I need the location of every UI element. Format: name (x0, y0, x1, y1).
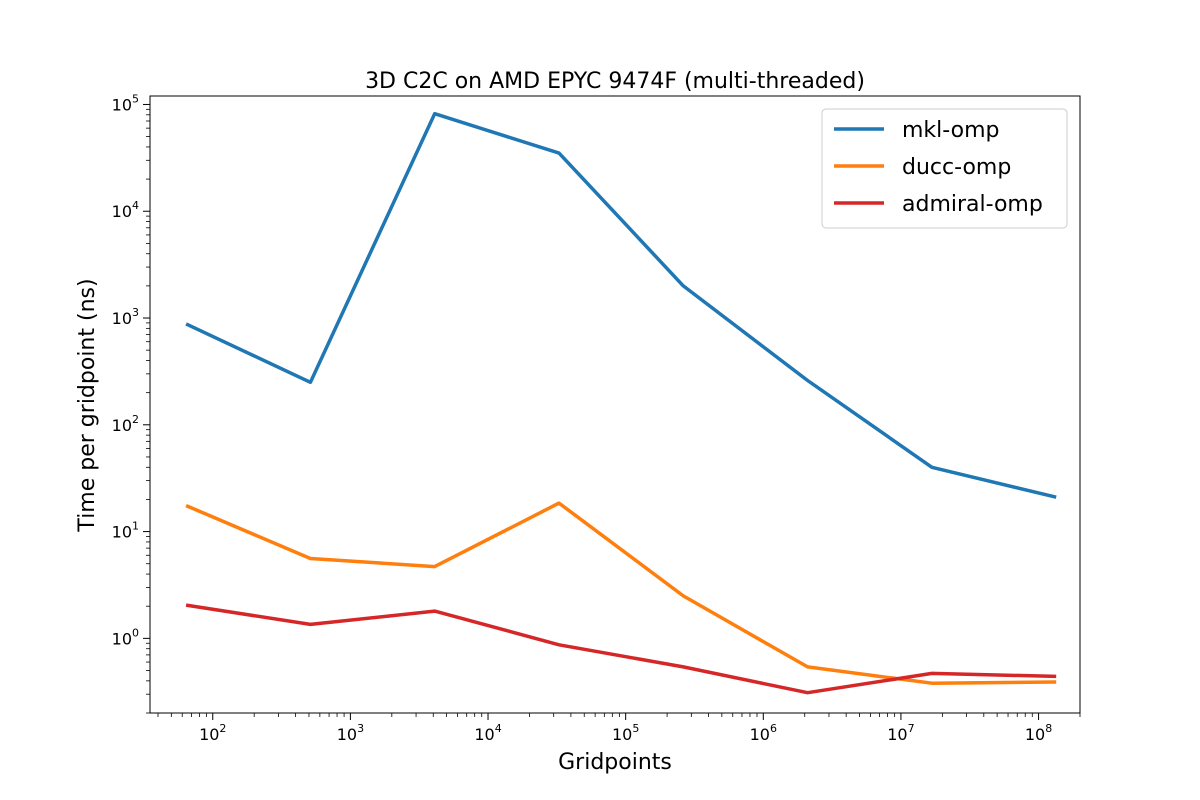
y-axis-label: Time per gridpoint (ns) (75, 278, 100, 532)
x-tick-label: 106 (750, 722, 777, 744)
y-tick-label: 103 (112, 306, 139, 328)
x-tick-label: 105 (612, 722, 639, 744)
x-tick-label: 102 (199, 722, 226, 744)
y-tick-label: 105 (112, 92, 139, 114)
x-tick-label: 108 (1025, 722, 1052, 744)
x-tick-label: 104 (474, 722, 501, 744)
axis-ticks: 102 103 104 105 106 107 108 100 101 102 103 104 105 (112, 92, 1081, 744)
x-axis-label: Gridpoints (558, 750, 672, 775)
y-tick-label: 104 (112, 199, 139, 221)
plot-frame (149, 95, 1081, 714)
series-lines (185, 111, 1057, 695)
series-line-admiral-omp (185, 603, 1057, 695)
y-tick-label: 100 (112, 626, 139, 648)
y-tick-label: 102 (112, 413, 139, 435)
legend-box (821, 108, 1068, 229)
legend-label-admiral-omp: admiral-omp (902, 192, 1043, 217)
series-line-ducc-omp (185, 501, 1057, 685)
y-tick-label: 101 (112, 520, 139, 542)
legend-label-mkl-omp: mkl-omp (902, 118, 1000, 143)
chart-title: 3D C2C on AMD EPYC 9474F (multi-threaded… (365, 69, 865, 94)
legend: mkl-omp ducc-omp admiral-omp (821, 108, 1068, 229)
x-tick-label: 107 (887, 722, 914, 744)
series-line-mkl-omp (185, 111, 1057, 499)
legend-label-ducc-omp: ducc-omp (902, 155, 1011, 180)
x-tick-label: 103 (337, 722, 364, 744)
